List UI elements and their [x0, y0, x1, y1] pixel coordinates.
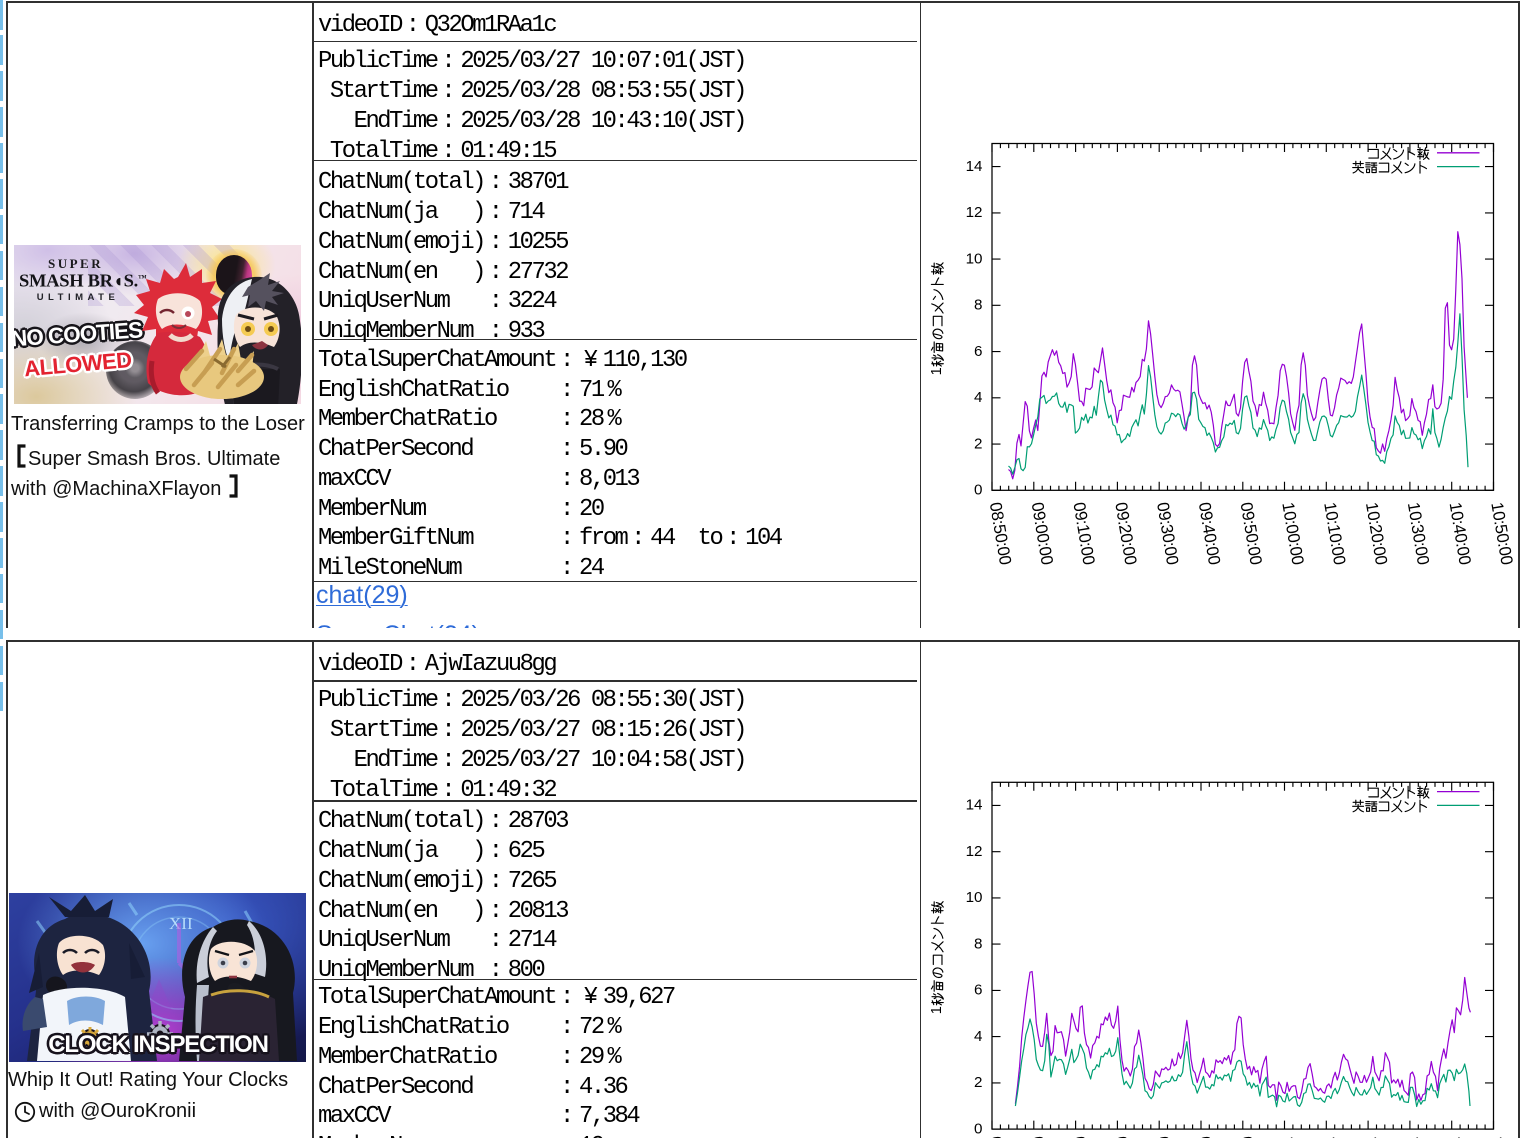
- svg-text:10:20:00: 10:20:00: [1362, 501, 1391, 566]
- svg-text:4: 4: [974, 389, 982, 406]
- svg-text:09:30:00: 09:30:00: [1153, 501, 1182, 566]
- svg-text:14: 14: [966, 797, 983, 814]
- svg-text:12: 12: [966, 204, 983, 221]
- svg-text:10:50:00: 10:50:00: [1487, 501, 1516, 566]
- svg-text:09:10:00: 09:10:00: [1069, 501, 1098, 566]
- svg-text:1: 1: [929, 367, 945, 375]
- svg-text:08:50:00: 08:50:00: [986, 501, 1015, 566]
- svg-text:10: 10: [966, 250, 983, 267]
- svg-text:10:40:00: 10:40:00: [1446, 501, 1475, 566]
- svg-text:12: 12: [966, 843, 983, 860]
- svg-text:10: 10: [966, 889, 983, 906]
- svg-text:8: 8: [974, 297, 982, 314]
- svg-text:0: 0: [974, 1120, 982, 1137]
- svg-text:09:40:00: 09:40:00: [1195, 501, 1224, 566]
- svg-text:10:10:00: 10:10:00: [1320, 501, 1349, 566]
- svg-text:4: 4: [974, 1028, 982, 1045]
- svg-text:10:30:00: 10:30:00: [1404, 501, 1433, 566]
- svg-text:14: 14: [966, 158, 983, 175]
- svg-text:09:20:00: 09:20:00: [1111, 501, 1140, 566]
- svg-text:1: 1: [929, 1006, 945, 1014]
- svg-text:6: 6: [974, 982, 982, 999]
- svg-text:6: 6: [974, 343, 982, 360]
- svg-text:2: 2: [974, 435, 982, 452]
- svg-text:10:00:00: 10:00:00: [1278, 501, 1307, 566]
- svg-text:09:00:00: 09:00:00: [1028, 501, 1057, 566]
- svg-text:8: 8: [974, 935, 982, 952]
- svg-text:09:50:00: 09:50:00: [1237, 501, 1266, 566]
- svg-text:0: 0: [974, 482, 982, 499]
- svg-text:2: 2: [974, 1074, 982, 1091]
